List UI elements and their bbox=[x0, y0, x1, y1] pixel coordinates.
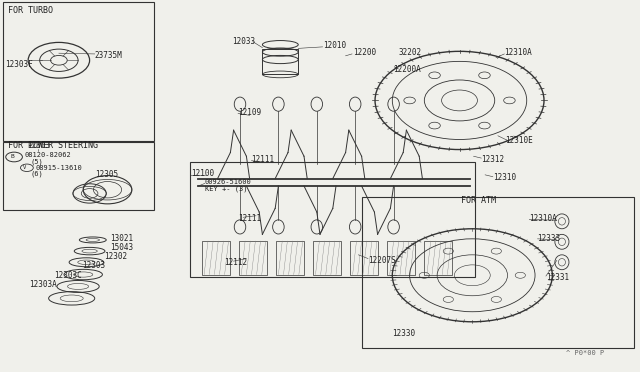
Text: 12302: 12302 bbox=[104, 252, 127, 261]
Bar bbox=[313, 241, 341, 275]
Text: 15043: 15043 bbox=[110, 243, 133, 252]
Text: 32202: 32202 bbox=[398, 48, 421, 57]
Bar bbox=[3, 142, 154, 210]
Text: (5): (5) bbox=[31, 158, 44, 165]
Text: 12312: 12312 bbox=[481, 155, 504, 164]
Text: 12303C: 12303C bbox=[54, 271, 82, 280]
Text: 12303A: 12303A bbox=[29, 280, 56, 289]
Text: 12112: 12112 bbox=[224, 258, 247, 267]
Text: 12010: 12010 bbox=[323, 41, 346, 50]
Text: 12100: 12100 bbox=[191, 169, 214, 178]
Text: 12200: 12200 bbox=[353, 48, 376, 57]
Bar bbox=[350, 241, 378, 275]
Bar bbox=[190, 162, 475, 277]
Bar bbox=[202, 241, 230, 275]
Text: ^ P0*00 P: ^ P0*00 P bbox=[566, 350, 605, 356]
Text: 12033: 12033 bbox=[232, 37, 255, 46]
Bar bbox=[239, 241, 267, 275]
Text: FOR POWER STEERING: FOR POWER STEERING bbox=[8, 141, 98, 150]
Text: 00926-51600: 00926-51600 bbox=[205, 179, 252, 185]
Text: 12305: 12305 bbox=[95, 170, 118, 179]
Text: 12330: 12330 bbox=[392, 329, 415, 338]
Text: 12111: 12111 bbox=[252, 155, 275, 164]
Text: 12310A: 12310A bbox=[504, 48, 532, 57]
Bar bbox=[424, 241, 452, 275]
Bar bbox=[3, 2, 154, 141]
Text: 12333: 12333 bbox=[538, 234, 561, 243]
Text: 12109: 12109 bbox=[238, 108, 261, 117]
Text: 08120-82062: 08120-82062 bbox=[24, 152, 71, 158]
Text: 23735M: 23735M bbox=[95, 51, 122, 60]
Text: 12310E: 12310E bbox=[506, 136, 533, 145]
Bar bbox=[362, 197, 634, 348]
Bar bbox=[276, 241, 304, 275]
Text: 12331: 12331 bbox=[546, 273, 569, 282]
Bar bbox=[262, 49, 298, 74]
Text: V: V bbox=[23, 165, 27, 170]
Text: 12310A: 12310A bbox=[529, 214, 557, 223]
Text: KEY +- (3): KEY +- (3) bbox=[205, 186, 247, 192]
Text: 12303: 12303 bbox=[27, 141, 50, 150]
Text: 12207S: 12207S bbox=[368, 256, 396, 265]
Text: 12111: 12111 bbox=[238, 214, 261, 223]
Text: 12200A: 12200A bbox=[393, 65, 420, 74]
Text: FOR ATM: FOR ATM bbox=[461, 196, 496, 205]
Text: 13021: 13021 bbox=[110, 234, 133, 243]
Text: (6): (6) bbox=[31, 171, 44, 177]
Text: 12303: 12303 bbox=[82, 262, 105, 270]
Bar bbox=[387, 241, 415, 275]
Text: 12310: 12310 bbox=[493, 173, 516, 182]
Text: B: B bbox=[10, 154, 14, 160]
Text: FOR TURBO: FOR TURBO bbox=[8, 6, 52, 15]
Text: 12303F: 12303F bbox=[5, 60, 33, 69]
Text: 08915-13610: 08915-13610 bbox=[35, 165, 82, 171]
